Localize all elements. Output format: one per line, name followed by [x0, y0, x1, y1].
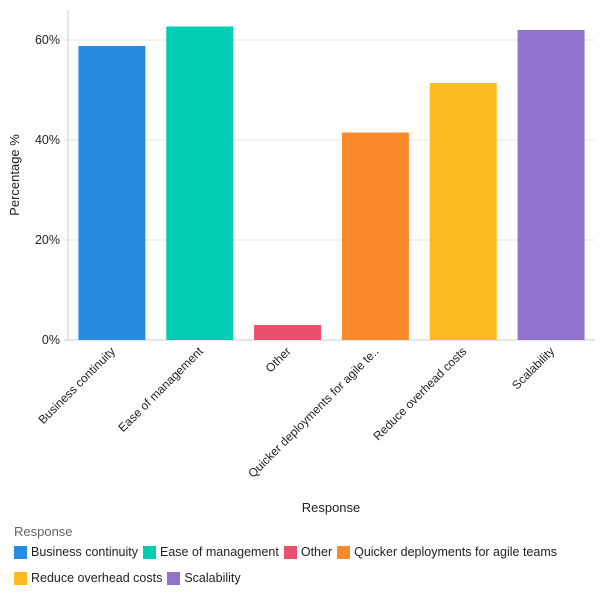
y-tick-label: 40%: [35, 133, 60, 147]
legend-label: Quicker deployments for agile teams: [354, 545, 557, 559]
legend-item[interactable]: Reduce overhead costs: [14, 571, 162, 585]
legend-label: Other: [300, 545, 333, 559]
x-axis-label: Response: [302, 500, 361, 515]
x-tick-label: Business continuity: [35, 344, 118, 427]
bar[interactable]: [78, 46, 146, 340]
legend-swatch: [14, 571, 27, 585]
legend: Response Business continuity Ease of mana…: [14, 524, 594, 585]
y-tick-label: 60%: [35, 33, 60, 47]
x-tick-label: Reduce overhead costs: [370, 344, 469, 443]
bar[interactable]: [517, 30, 585, 340]
bar[interactable]: [254, 325, 322, 340]
legend-item[interactable]: Other: [283, 545, 333, 559]
legend-swatch: [283, 545, 297, 559]
legend-label: Reduce overhead costs: [31, 571, 163, 585]
x-tick-label: Ease of management: [115, 344, 206, 435]
legend-item[interactable]: Business continuity: [14, 545, 138, 559]
legend-swatch: [167, 571, 181, 585]
bar[interactable]: [429, 83, 497, 340]
y-tick-label: 0%: [42, 333, 60, 347]
legend-swatch: [337, 545, 351, 559]
legend-item[interactable]: Quicker deployments for agile teams: [337, 545, 557, 559]
legend-swatch: [143, 545, 157, 559]
x-tick-label: Other: [263, 344, 294, 375]
bar[interactable]: [341, 132, 409, 341]
legend-item[interactable]: Scalability: [167, 571, 241, 585]
bar[interactable]: [166, 26, 234, 341]
y-axis-label: Percentage %: [7, 134, 22, 216]
legend-label: Business continuity: [31, 545, 139, 559]
y-tick-label: 20%: [35, 233, 60, 247]
legend-label: Scalability: [184, 571, 241, 585]
legend-swatch: [14, 545, 27, 559]
x-tick-label: Scalability: [509, 344, 557, 392]
legend-title: Response: [14, 524, 73, 539]
legend-label: Ease of management: [160, 545, 279, 559]
legend-item[interactable]: Ease of management: [143, 545, 279, 559]
